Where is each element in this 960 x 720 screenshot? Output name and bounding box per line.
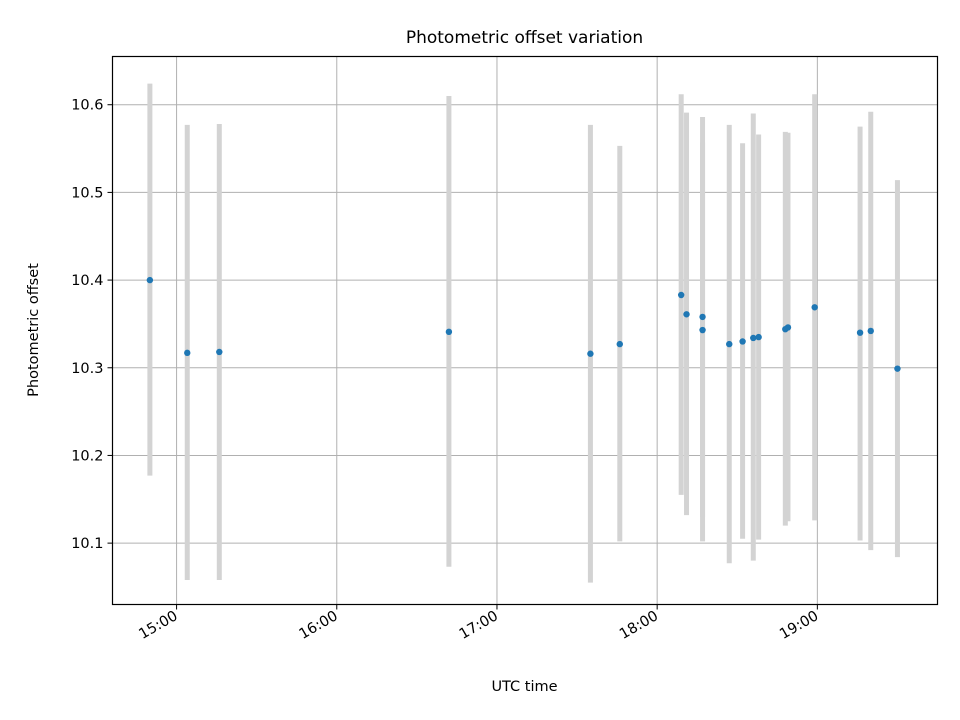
data-point <box>216 348 223 356</box>
y-tick-label: 10.1 <box>71 536 103 552</box>
data-point <box>750 334 757 342</box>
y-tick-label: 10.2 <box>71 448 103 464</box>
data-point <box>683 311 690 318</box>
data-point <box>699 326 706 334</box>
grid-lines <box>112 56 938 605</box>
data-point <box>726 340 733 348</box>
data-point <box>184 349 191 357</box>
data-point <box>677 291 685 299</box>
data-point <box>811 304 818 311</box>
data-point <box>739 338 746 345</box>
data-point <box>616 340 623 348</box>
data-point <box>784 324 792 331</box>
x-axis-label: UTC time <box>491 679 557 695</box>
data-point <box>755 333 762 341</box>
data-point <box>867 327 874 335</box>
y-axis-label: Photometric offset <box>26 263 42 397</box>
chart-title: Photometric offset variation <box>406 28 643 48</box>
data-point <box>146 276 154 284</box>
data-points <box>146 276 901 372</box>
y-axis-ticks: 10.1 10.2 10.3 10.4 10.5 10.6 <box>71 98 113 552</box>
y-tick-label: 10.5 <box>71 185 103 201</box>
y-tick-label: 10.4 <box>71 273 103 289</box>
data-point <box>856 329 864 336</box>
y-tick-label: 10.3 <box>71 361 103 377</box>
data-point <box>699 313 706 321</box>
data-point <box>445 328 453 336</box>
data-point <box>587 350 594 357</box>
data-point <box>894 365 901 372</box>
plot-frame <box>111 55 939 606</box>
y-tick-label: 10.6 <box>71 98 103 114</box>
